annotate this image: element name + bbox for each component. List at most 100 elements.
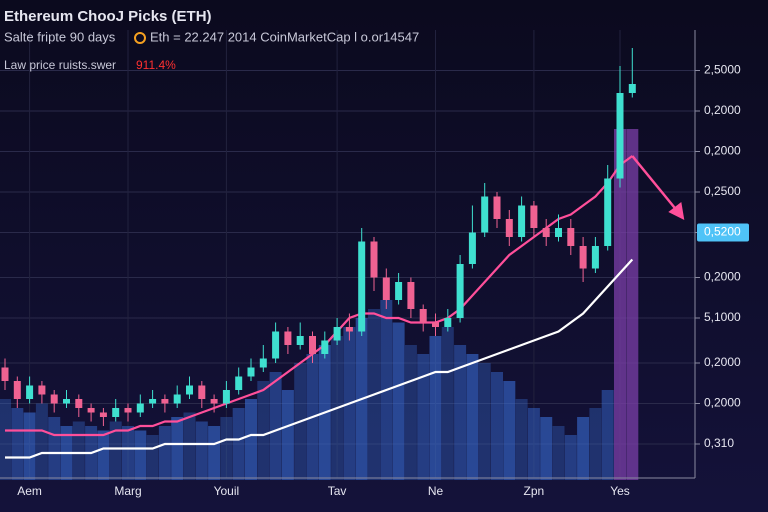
volume-bar <box>392 322 405 480</box>
subtitle: Eth = 22.247 2014 CoinMarketCap l o.or14… <box>150 29 419 44</box>
candle-layer <box>1 48 636 426</box>
candle-body <box>358 241 366 332</box>
candle-body <box>222 390 230 404</box>
annotation-value: 911.4% <box>136 58 176 72</box>
y-tick-label: 0,2000 <box>704 270 741 284</box>
candle-body <box>1 367 9 381</box>
volume-bar <box>208 426 221 480</box>
x-tick-label: Youil <box>214 484 240 498</box>
volume-bar <box>478 363 491 480</box>
volume-bar <box>589 408 602 480</box>
candle-body <box>616 93 624 179</box>
price-highlight <box>697 223 749 242</box>
candle-body <box>38 385 46 395</box>
candle-body <box>284 331 292 345</box>
candle-body <box>247 367 255 377</box>
volume-bar <box>454 345 467 480</box>
candle-body <box>333 327 341 341</box>
candle-body <box>99 412 107 417</box>
y-tick-label: 0,2000 <box>704 103 741 117</box>
volume-bar <box>35 403 48 480</box>
volume-bar <box>441 327 454 480</box>
candle-body <box>13 381 21 399</box>
candle-body <box>345 327 353 332</box>
volume-bar <box>220 417 233 480</box>
candle-body <box>493 196 501 219</box>
volume-bar <box>491 372 503 480</box>
candle-body <box>296 336 304 345</box>
volume-bar <box>183 412 196 480</box>
volume-bar <box>257 381 270 480</box>
ma-layer <box>5 155 685 459</box>
candle-body <box>395 282 403 300</box>
candle-body <box>321 340 329 354</box>
y-tick-label: 5,1000 <box>704 310 741 324</box>
candle-body <box>87 408 95 413</box>
volume-bar <box>158 426 171 480</box>
candle-body <box>75 399 83 408</box>
volume-bar <box>122 426 134 480</box>
volume-bar <box>195 421 208 480</box>
y-tick-label: 0,310 <box>704 436 734 450</box>
volume-bar <box>72 421 85 480</box>
volume-bar <box>577 417 590 480</box>
x-tick-label: Aem <box>17 484 42 498</box>
y-tick-label: 0,2000 <box>704 396 741 410</box>
volume-bar <box>503 381 516 480</box>
volume-bar <box>11 408 24 480</box>
candle-body <box>259 358 267 368</box>
candle-body <box>161 399 169 404</box>
candle-body <box>186 385 193 395</box>
subtitle: Salte fripte 90 days <box>4 29 116 44</box>
candle-body <box>370 241 378 278</box>
volume-bar <box>527 408 540 480</box>
volume-bar <box>552 426 565 480</box>
volume-bar <box>429 336 442 480</box>
y-tick-label: 0,2000 <box>704 355 741 369</box>
volume-bar <box>466 354 479 480</box>
volume-bar <box>626 129 639 480</box>
moving-average <box>5 258 634 459</box>
volume-bar <box>134 430 147 480</box>
candle-body <box>382 277 390 300</box>
candle-body <box>432 322 439 327</box>
candle-body <box>407 282 415 309</box>
candle-body <box>26 385 34 399</box>
x-tick-label: Zpn <box>524 484 545 498</box>
candle-body <box>468 232 476 264</box>
volume-bar <box>417 354 430 480</box>
x-tick-label: Marg <box>114 484 141 498</box>
candle-body <box>173 394 181 404</box>
volume-bar <box>245 399 257 480</box>
moving-average <box>5 155 633 437</box>
candle-body <box>555 228 562 237</box>
candle-body <box>567 228 575 246</box>
candle-body <box>124 408 132 413</box>
volume-bar <box>232 408 245 480</box>
candle-body <box>591 246 599 269</box>
volume-bar <box>23 412 36 480</box>
y-tick-label: 0,2500 <box>704 184 741 198</box>
coin-icon <box>134 32 146 44</box>
volume-bar <box>109 421 122 480</box>
candle-body <box>579 246 587 269</box>
volume-bar <box>540 417 553 480</box>
candle-body <box>50 394 58 404</box>
volume-bar <box>48 417 61 480</box>
candle-body <box>481 196 489 233</box>
candle-body <box>419 309 427 323</box>
volume-bar <box>146 435 159 480</box>
candle-body <box>198 385 206 399</box>
annotation: Law price ruists.swer <box>4 58 116 72</box>
x-tick-label: Ne <box>428 484 444 498</box>
axis-layer: 2,5000 0,2000 0,2000 0,2500 0,5200 0,2000 5,10… <box>17 63 749 498</box>
candle-body <box>210 399 218 404</box>
volume-bar <box>269 372 282 480</box>
candle-body <box>505 219 513 237</box>
candle-body <box>309 336 316 354</box>
y-tick-label: 2,5000 <box>704 63 741 77</box>
candle-body <box>628 84 636 93</box>
candle-body <box>149 399 157 404</box>
y-tick-label: 0,2000 <box>704 144 741 158</box>
volume-bar <box>404 345 417 480</box>
